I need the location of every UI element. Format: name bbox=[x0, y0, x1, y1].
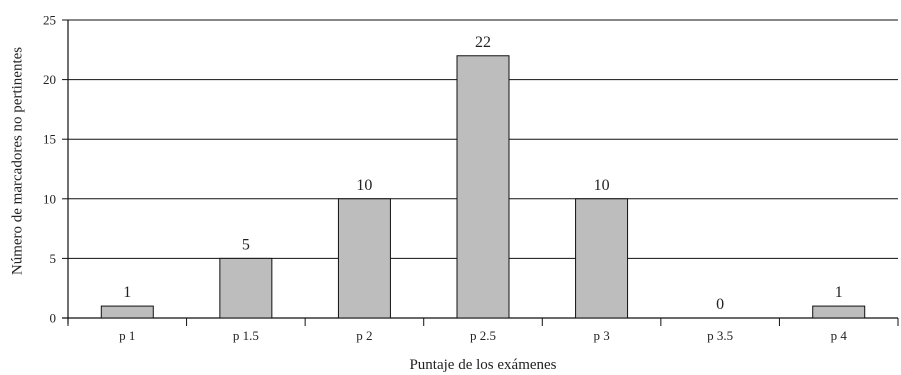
data-label: 1 bbox=[835, 284, 843, 301]
bar bbox=[100, 305, 154, 319]
bar bbox=[337, 198, 391, 319]
bars bbox=[100, 55, 866, 319]
x-axis-ticks: p 1 p 1.5 p 2 p 2.5 p 3 p 3.5 p 4 bbox=[67, 318, 899, 343]
data-label: 22 bbox=[475, 34, 491, 51]
y-tick-label: 20 bbox=[43, 72, 56, 87]
x-tick-label: p 2.5 bbox=[470, 328, 496, 343]
y-axis-title: Número de marcadores no pertinentes bbox=[9, 47, 25, 275]
x-tick-label: p 2 bbox=[356, 328, 372, 343]
x-tick-label: p 1 bbox=[119, 328, 135, 343]
y-axis-ticks: 0 5 10 15 20 25 bbox=[43, 13, 68, 326]
y-tick-label: 0 bbox=[50, 311, 57, 326]
bar bbox=[575, 198, 629, 319]
data-label: 5 bbox=[242, 236, 250, 253]
data-label: 1 bbox=[123, 284, 131, 301]
y-tick-label: 25 bbox=[43, 13, 56, 28]
y-tick-label: 5 bbox=[50, 251, 57, 266]
bar bbox=[812, 305, 866, 319]
data-label: 10 bbox=[356, 177, 372, 194]
data-labels: 1 5 10 22 10 0 1 bbox=[123, 34, 842, 313]
bar bbox=[456, 55, 510, 319]
y-tick-label: 15 bbox=[43, 132, 56, 147]
y-tick-label: 10 bbox=[43, 191, 56, 206]
bar bbox=[219, 257, 273, 319]
x-axis-title: Puntaje de los exámenes bbox=[409, 357, 556, 373]
data-label: 10 bbox=[594, 177, 610, 194]
x-tick-label: p 1.5 bbox=[233, 328, 259, 343]
data-label: 0 bbox=[716, 296, 724, 313]
x-tick-label: p 3 bbox=[593, 328, 609, 343]
x-tick-label: p 3.5 bbox=[707, 328, 733, 343]
x-tick-label: p 4 bbox=[831, 328, 848, 343]
